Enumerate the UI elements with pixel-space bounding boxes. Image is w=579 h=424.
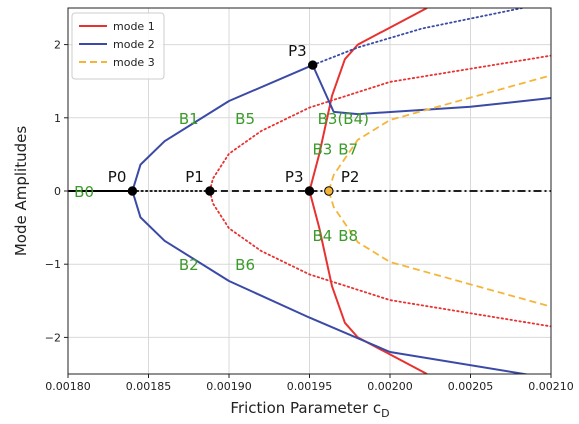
y-tick-label: 0: [54, 185, 61, 198]
y-tick-label: 2: [54, 39, 61, 52]
x-axis-label: Friction Parameter cD: [230, 399, 389, 420]
x-axis-label-subscript: D: [381, 407, 389, 420]
branch-label-b0: B0: [74, 183, 94, 201]
y-axis-label: Mode Amplitudes: [12, 126, 30, 257]
legend: mode 1 mode 2 mode 3: [71, 12, 165, 80]
point-label-p2: P2: [341, 168, 360, 186]
x-axis-ticks: 0.00180 0.00185 0.00190 0.00195 0.00200 0.002…: [45, 374, 574, 393]
branch-label-b3: B3: [312, 141, 332, 159]
point-marker-p3: [308, 60, 318, 70]
y-tick-label: 1: [54, 112, 61, 125]
branch-labels: B0 B1 B2 B5 B6 B3(B4) B3 B4 B7 B8: [74, 110, 369, 274]
point-marker-p3: [304, 186, 315, 196]
x-tick-label: 0.00185: [126, 380, 172, 393]
branch-label-b7: B7: [338, 141, 358, 159]
bifurcation-points: P0 P1 P3 P2 P3: [108, 42, 360, 196]
branch-label-b5: B5: [235, 110, 255, 128]
point-marker-p1: [205, 186, 215, 196]
point-marker-p0: [127, 186, 138, 196]
legend-label-mode-3: mode 3: [113, 56, 155, 69]
y-axis-ticks: 2 1 0 −1 −2: [45, 39, 68, 344]
x-tick-label: 0.00210: [528, 380, 574, 393]
point-label-p3: P3: [288, 42, 307, 60]
legend-label-mode-2: mode 2: [113, 38, 155, 51]
branch-label-b4: B4: [312, 227, 332, 245]
point-label-p3: P3: [285, 168, 304, 186]
branch-label-b3b4: B3(B4): [318, 110, 369, 128]
branch-label-b8: B8: [338, 227, 358, 245]
x-tick-label: 0.00200: [367, 380, 413, 393]
series-mode-3-dashed: [327, 74, 551, 192]
point-label-p1: P1: [185, 168, 204, 186]
branch-label-b2: B2: [179, 256, 199, 274]
series-mode-2-dotted: [311, 8, 527, 66]
series-mode-3-dashed: [327, 190, 551, 308]
series-mode-2-solid: [131, 64, 551, 374]
series-layer: [68, 8, 551, 374]
x-tick-label: 0.00205: [448, 380, 494, 393]
series-mode-1-dotted: [209, 190, 551, 328]
series-mode-1-dotted: [209, 54, 551, 192]
point-label-p0: P0: [108, 168, 127, 186]
y-tick-label: −2: [45, 331, 61, 344]
y-tick-label: −1: [45, 258, 61, 271]
branch-label-b1: B1: [179, 110, 199, 128]
legend-label-mode-1: mode 1: [113, 20, 155, 33]
point-marker-p2: [324, 186, 334, 196]
x-tick-label: 0.00190: [206, 380, 252, 393]
x-tick-label: 0.00195: [287, 380, 333, 393]
branch-label-b6: B6: [235, 256, 255, 274]
x-tick-label: 0.00180: [45, 380, 91, 393]
